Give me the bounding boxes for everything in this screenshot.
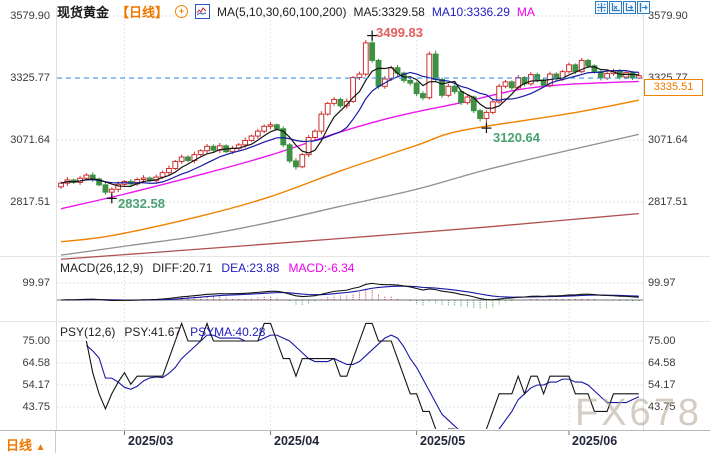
price-axis-label: 3579.90 — [10, 10, 50, 22]
grid-layer — [0, 8, 710, 453]
psyma-value: PSYMA:40.28 — [190, 325, 266, 339]
date-axis-label: 2025/06 — [572, 434, 618, 448]
period-selector-button[interactable]: 日线 ▲ — [6, 435, 46, 453]
psy-layer — [85, 322, 640, 429]
macd-header: MACD(26,12,9) DIFF:20.71 DEA:23.88 MACD:… — [60, 261, 354, 275]
ma5-value: MA5:3329.58 — [353, 4, 425, 19]
price-axis-label: 3579.90 — [648, 10, 688, 22]
psy-value: PSY:41.67 — [124, 325, 182, 339]
psy-axis-label: 64.58 — [22, 357, 50, 369]
ma-fast-layer — [57, 30, 643, 204]
psy-axis-label: 75.00 — [22, 335, 50, 347]
date-axis-label: 2025/05 — [420, 434, 466, 448]
psy-header: PSY(12,6) PSY:41.67 PSYMA:40.28 — [60, 325, 265, 339]
macd-axis-label: 99.97 — [22, 277, 50, 289]
macd-hist-value: MACD:-6.34 — [288, 261, 355, 275]
macd-dea-value: DEA:23.88 — [221, 261, 280, 275]
period-selector-label: 日线 — [6, 438, 33, 453]
axis-pan-icon[interactable] — [623, 1, 636, 14]
period-label: 【日线】 — [116, 5, 169, 20]
psy-axis-label: 54.17 — [648, 379, 676, 391]
ma-settings-label: MA(5,10,30,60,100,200) — [217, 4, 347, 19]
crosshair-icon[interactable] — [595, 1, 608, 14]
macd-axis-label: 99.97 — [648, 277, 676, 289]
axis-scale-icon[interactable] — [609, 1, 622, 14]
macd-diff-value: DIFF:20.71 — [152, 261, 213, 275]
add-indicator-icon[interactable]: + — [175, 5, 189, 18]
triangle-up-icon: ▲ — [35, 442, 46, 453]
price-axis-label: 3071.64 — [648, 134, 688, 146]
macd-params-label: MACD(26,12,9) — [60, 261, 144, 275]
ma30-value: MA — [516, 4, 535, 19]
current-price-badge: 3335.51 — [644, 79, 703, 96]
low-price-annotation: 2832.58 — [118, 196, 165, 211]
psy-params-label: PSY(12,6) — [60, 325, 116, 339]
low-price-annotation: 3120.64 — [493, 130, 540, 145]
psy-axis-label: 54.17 — [22, 379, 50, 391]
shift-right-icon[interactable] — [637, 1, 650, 14]
psy-axis-label: 64.58 — [648, 357, 676, 369]
kline-style-icon[interactable] — [195, 4, 211, 19]
psy-axis-label: 43.75 — [648, 401, 676, 413]
date-axis-label: 2025/03 — [128, 434, 174, 448]
high-price-annotation: 3499.83 — [376, 25, 423, 40]
psy-axis-label: 43.75 — [22, 401, 50, 413]
macd-layer — [57, 282, 643, 310]
ma10-value: MA10:3336.29 — [431, 4, 510, 19]
ma-overlays-layer — [60, 80, 639, 260]
price-axis-label: 2817.51 — [648, 196, 688, 208]
watermark: FX678 — [575, 392, 702, 434]
price-axis-label: 3325.77 — [10, 72, 50, 84]
candles-layer — [58, 35, 642, 199]
chart-toolbar — [595, 1, 650, 14]
psy-axis-label: 75.00 — [648, 335, 676, 347]
chart-header: 现货黄金 【日线】 + MA(5,10,30,60,100,200) MA5:3… — [57, 2, 535, 21]
symbol-label: 现货黄金 — [57, 5, 110, 20]
date-axis-label: 2025/04 — [274, 434, 320, 448]
price-axis-label: 3071.64 — [10, 134, 50, 146]
price-axis-label: 2817.51 — [10, 196, 50, 208]
